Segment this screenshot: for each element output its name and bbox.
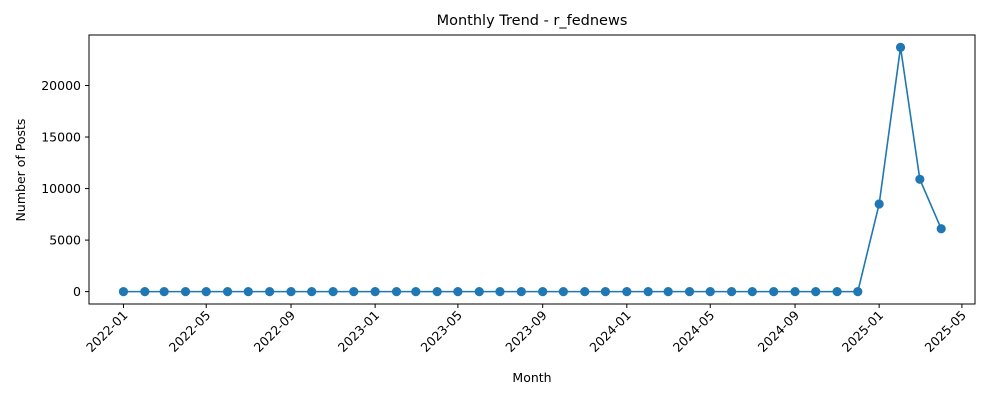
series-line <box>123 46 942 293</box>
data-point <box>790 287 800 297</box>
data-point <box>201 287 211 297</box>
data-point <box>307 287 317 297</box>
data-point <box>516 287 526 297</box>
data-point <box>684 287 695 297</box>
plot-area-frame <box>88 34 976 305</box>
data-point <box>453 287 463 297</box>
data-point <box>370 287 380 297</box>
chart-title: Monthly Trend - r_fednews <box>437 13 628 29</box>
data-point <box>180 287 191 297</box>
x-tick-label: 2023-05 <box>417 308 465 356</box>
data-point <box>495 287 505 297</box>
data-point <box>643 287 653 297</box>
data-point <box>222 287 233 297</box>
x-tick-label: 2023-01 <box>335 308 383 356</box>
data-point <box>853 287 863 297</box>
data-point <box>600 287 611 297</box>
x-tick-label: 2024-05 <box>670 308 718 356</box>
y-axis-label: Number of Posts <box>13 119 28 222</box>
data-point <box>832 287 842 297</box>
y-tick-label: 20000 <box>41 78 81 93</box>
x-axis-label: Month <box>512 370 551 385</box>
data-point <box>286 287 296 297</box>
data-point <box>705 287 715 297</box>
series-lines <box>123 46 942 293</box>
data-point <box>538 287 548 297</box>
series-points <box>118 42 946 297</box>
data-point <box>622 287 632 297</box>
x-tick-label: 2024-09 <box>755 307 803 355</box>
data-point <box>895 42 906 52</box>
x-tick-label: 2025-01 <box>839 308 887 356</box>
data-point <box>558 287 568 297</box>
data-point <box>874 199 884 209</box>
data-point <box>140 287 150 297</box>
data-point <box>580 287 590 297</box>
y-tick-label: 5000 <box>49 233 81 248</box>
data-point <box>769 287 779 297</box>
x-tick-label: 2023-09 <box>502 307 550 355</box>
data-point <box>663 287 673 297</box>
y-tick-label: 10000 <box>41 181 81 196</box>
x-tick-label: 2024-01 <box>586 308 634 356</box>
x-tick-label: 2022-05 <box>166 308 214 356</box>
x-tick-label: 2022-09 <box>251 307 299 355</box>
data-point <box>432 287 442 297</box>
data-point <box>118 287 129 297</box>
data-point <box>747 287 757 297</box>
data-point <box>265 287 275 297</box>
data-point <box>727 287 737 297</box>
x-axis-ticks: 2022-01 2022-05 2022-09 2023-01 2023-05 2023-… <box>83 304 969 355</box>
data-point <box>391 287 402 297</box>
y-tick-label: 15000 <box>41 130 81 145</box>
data-point <box>411 287 421 297</box>
y-axis-ticks: 0 5000 10000 15000 20000 <box>41 78 89 299</box>
data-point <box>811 287 821 297</box>
data-point <box>243 287 253 297</box>
data-point <box>936 224 946 234</box>
x-tick-label: 2025-05 <box>921 308 969 356</box>
data-point <box>915 174 925 184</box>
x-tick-label: 2022-01 <box>83 308 131 356</box>
y-tick-label: 0 <box>73 284 81 299</box>
data-point <box>474 287 484 297</box>
data-point <box>349 287 359 297</box>
data-point <box>159 287 169 297</box>
data-point <box>328 287 338 297</box>
